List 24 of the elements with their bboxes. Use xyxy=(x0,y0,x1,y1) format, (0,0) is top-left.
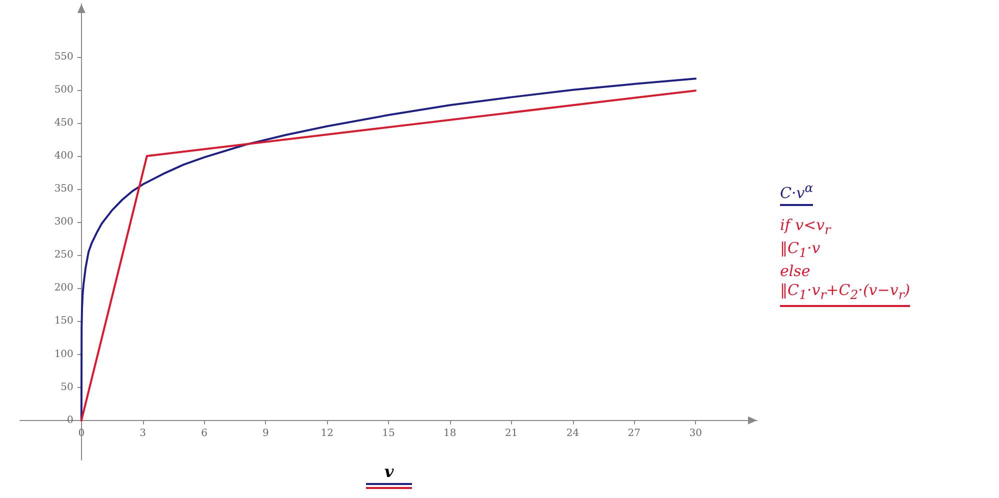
y-tick-label: 100 xyxy=(54,348,74,360)
y-tick-label: 350 xyxy=(54,184,74,195)
x-tick-label: 9 xyxy=(262,428,269,439)
x-tick-label: 21 xyxy=(504,428,518,439)
y-tick-label: 300 xyxy=(54,216,74,228)
x-tick-label: 18 xyxy=(444,428,456,439)
x-tick-label: 30 xyxy=(689,428,702,439)
x-tick-label: 12 xyxy=(320,428,334,439)
x-tick-label: 6 xyxy=(201,428,208,439)
text: C·v$^{α}$ xyxy=(780,179,814,204)
y-tick-label: 500 xyxy=(54,84,74,96)
text: if v<v$_{r}$ ‖C$_{1}$·v else ‖C$_{1}$·v$_{r}$+C$_{2}$·(v−v$_{r}$) xyxy=(780,216,910,302)
y-tick-label: 200 xyxy=(54,282,74,294)
y-tick-label: 50 xyxy=(60,382,74,393)
y-tick-label: 550 xyxy=(54,51,74,62)
x-tick-label: 15 xyxy=(382,428,395,439)
x-tick-label: 24 xyxy=(566,428,580,439)
y-tick-label: 450 xyxy=(54,117,74,128)
y-tick-label: 250 xyxy=(54,250,74,261)
y-tick-label: 150 xyxy=(54,316,74,327)
x-tick-label: 27 xyxy=(628,428,641,439)
x-axis-title: v xyxy=(383,462,395,481)
y-tick-label: 400 xyxy=(54,150,74,162)
x-tick-label: 3 xyxy=(140,428,146,439)
